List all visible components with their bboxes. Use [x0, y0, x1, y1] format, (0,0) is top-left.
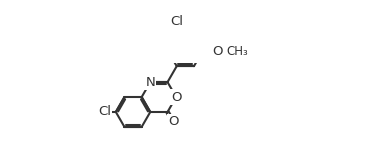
Text: Cl: Cl	[170, 15, 183, 28]
Text: O: O	[168, 115, 179, 128]
Text: Cl: Cl	[98, 105, 111, 118]
Text: CH₃: CH₃	[226, 45, 248, 58]
Text: O: O	[171, 91, 181, 103]
Text: O: O	[212, 45, 223, 58]
Text: N: N	[146, 76, 155, 89]
